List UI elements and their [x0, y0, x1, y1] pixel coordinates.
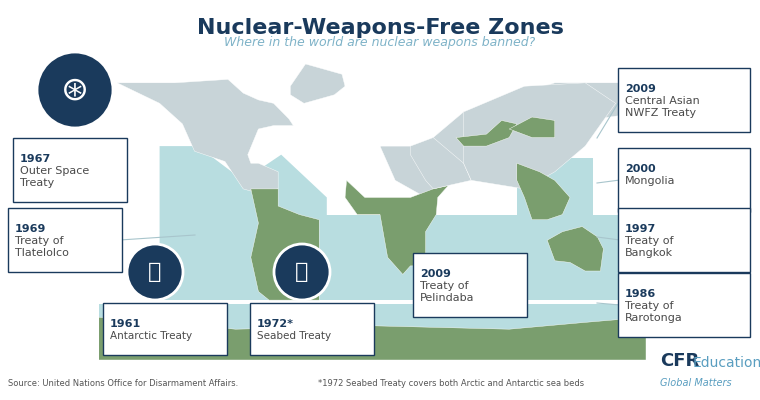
Text: Nuclear-Weapons-Free Zones: Nuclear-Weapons-Free Zones [197, 18, 563, 38]
Text: 2009: 2009 [625, 84, 656, 94]
Text: CFR: CFR [660, 352, 699, 370]
Text: Mongolia: Mongolia [625, 176, 676, 186]
Polygon shape [410, 138, 471, 189]
Text: Global Matters: Global Matters [660, 378, 732, 388]
Text: 2000: 2000 [625, 164, 656, 174]
FancyBboxPatch shape [618, 68, 750, 132]
Text: 🐧: 🐧 [148, 262, 162, 282]
Polygon shape [117, 79, 293, 192]
Polygon shape [517, 158, 593, 226]
FancyBboxPatch shape [8, 208, 122, 272]
Text: 1969: 1969 [15, 224, 46, 234]
FancyBboxPatch shape [618, 148, 750, 212]
Text: Antarctic Treaty: Antarctic Treaty [110, 331, 192, 341]
Text: 1997: 1997 [625, 224, 656, 234]
Polygon shape [251, 189, 319, 300]
Text: Treaty of
Pelindaba: Treaty of Pelindaba [420, 281, 474, 303]
FancyBboxPatch shape [103, 303, 227, 355]
Text: ⊛: ⊛ [61, 74, 89, 106]
Polygon shape [628, 266, 638, 285]
Polygon shape [99, 317, 646, 360]
Circle shape [127, 244, 183, 300]
Polygon shape [290, 64, 345, 103]
Text: Central Asian
NWFZ Treaty: Central Asian NWFZ Treaty [625, 96, 700, 118]
Polygon shape [99, 304, 646, 360]
Text: *1972 Seabed Treaty covers both Arctic and Antarctic sea beds: *1972 Seabed Treaty covers both Arctic a… [318, 379, 584, 388]
Polygon shape [357, 83, 646, 198]
FancyBboxPatch shape [13, 138, 127, 202]
Text: Where in the world are nuclear weapons banned?: Where in the world are nuclear weapons b… [224, 36, 536, 49]
Text: 1986: 1986 [625, 289, 656, 299]
Circle shape [274, 244, 330, 300]
Text: Outer Space
Treaty: Outer Space Treaty [20, 166, 89, 188]
Polygon shape [517, 163, 570, 220]
FancyBboxPatch shape [250, 303, 374, 355]
Polygon shape [456, 120, 517, 146]
Text: Treaty of
Bangkok: Treaty of Bangkok [625, 236, 673, 258]
Circle shape [37, 52, 113, 128]
FancyBboxPatch shape [618, 208, 750, 272]
Text: 🐟: 🐟 [296, 262, 309, 282]
Polygon shape [160, 214, 638, 300]
Text: 1967: 1967 [20, 154, 51, 164]
FancyBboxPatch shape [413, 253, 527, 317]
Polygon shape [464, 83, 616, 189]
FancyBboxPatch shape [618, 273, 750, 337]
Polygon shape [509, 117, 555, 138]
Polygon shape [547, 226, 603, 271]
Text: Source: United Nations Office for Disarmament Affairs.: Source: United Nations Office for Disarm… [8, 379, 238, 388]
Polygon shape [160, 146, 327, 266]
Text: Seabed Treaty: Seabed Treaty [257, 331, 331, 341]
Text: 1972*: 1972* [257, 319, 294, 329]
Text: Education: Education [693, 356, 760, 370]
Text: 2009: 2009 [420, 269, 451, 279]
Text: Treaty of
Tlatelolco: Treaty of Tlatelolco [15, 236, 69, 258]
Text: Treaty of
Rarotonga: Treaty of Rarotonga [625, 301, 682, 323]
Polygon shape [345, 180, 448, 274]
Text: 1961: 1961 [110, 319, 141, 329]
